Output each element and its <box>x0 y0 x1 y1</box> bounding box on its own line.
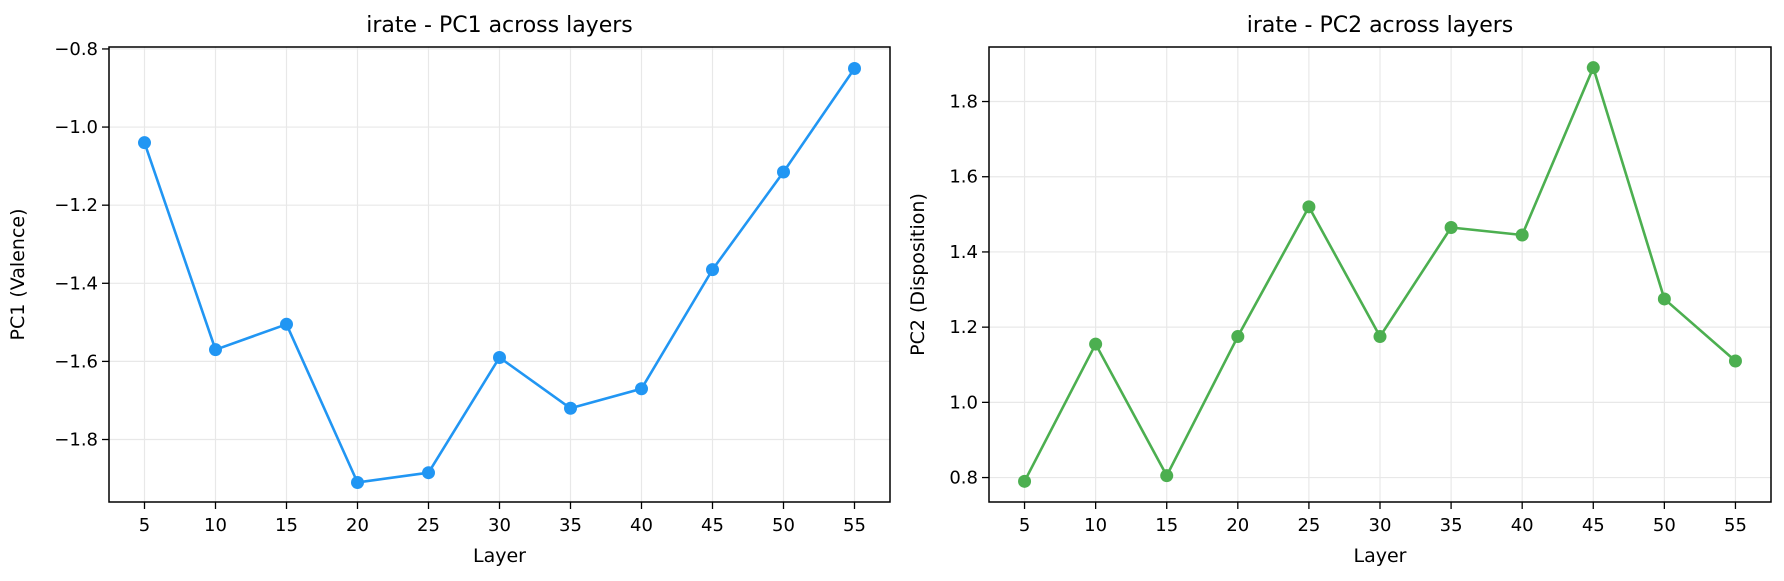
x-axis-label: Layer <box>473 545 526 567</box>
data-point <box>493 350 506 364</box>
data-point <box>280 317 293 331</box>
chart-title: irate - PC1 across layers <box>366 13 633 38</box>
x-tick-label: 15 <box>275 515 298 536</box>
data-point <box>1231 330 1245 344</box>
data-point <box>635 382 648 396</box>
data-point <box>1018 474 1032 488</box>
data-point <box>1373 330 1387 344</box>
y-tick-label: −1.0 <box>54 117 98 138</box>
y-tick-label: 0.8 <box>949 468 978 489</box>
y-tick-label: 1.0 <box>949 392 978 413</box>
data-point <box>209 343 222 357</box>
x-tick-label: 40 <box>1511 515 1534 536</box>
x-tick-label: 5 <box>139 515 150 536</box>
x-tick-label: 15 <box>1155 515 1178 536</box>
x-tick-label: 40 <box>630 515 653 536</box>
data-point <box>1515 228 1529 242</box>
x-tick-label: 10 <box>204 515 227 536</box>
x-tick-label: 30 <box>1369 515 1392 536</box>
data-point <box>1089 337 1103 351</box>
data-point <box>777 165 790 179</box>
data-point <box>706 263 719 277</box>
pc1-chart: 5 10 15 20 25 30 35 40 45 50 55 −1.8 −1.6 −1.4 −1.2 −1.… <box>7 13 891 567</box>
x-tick-label: 45 <box>1582 515 1605 536</box>
x-tick-label: 55 <box>1724 515 1747 536</box>
y-tick-label: 1.6 <box>949 167 978 188</box>
y-tick-label: −1.2 <box>54 195 98 216</box>
chart-title: irate - PC2 across layers <box>1247 13 1514 38</box>
data-point <box>1657 292 1671 306</box>
x-tick-label: 20 <box>346 515 369 536</box>
x-tick-label: 30 <box>488 515 511 536</box>
y-tick-label: −1.8 <box>54 430 98 451</box>
data-point <box>564 401 577 415</box>
data-point <box>1586 61 1600 75</box>
x-tick-label: 25 <box>1297 515 1320 536</box>
y-tick-label: −1.6 <box>54 351 98 372</box>
data-point <box>351 475 364 489</box>
x-tick-label: 50 <box>772 515 795 536</box>
x-tick-label: 25 <box>417 515 440 536</box>
data-point <box>422 466 435 480</box>
y-tick-label: 1.4 <box>949 242 978 263</box>
x-tick-label: 35 <box>559 515 582 536</box>
y-tick-label: 1.8 <box>949 92 978 113</box>
data-point <box>1160 469 1174 483</box>
data-point <box>1728 354 1742 368</box>
x-tick-label: 45 <box>701 515 724 536</box>
x-tick-label: 10 <box>1084 515 1107 536</box>
x-tick-label: 5 <box>1019 515 1030 536</box>
data-point <box>1444 220 1458 234</box>
y-axis-label: PC1 (Valence) <box>7 209 29 341</box>
y-tick-label: −1.4 <box>54 273 98 294</box>
x-axis-label: Layer <box>1354 545 1407 567</box>
y-tick-label: −0.8 <box>54 39 98 60</box>
y-axis-label: PC2 (Disposition) <box>907 193 929 356</box>
x-tick-label: 50 <box>1653 515 1676 536</box>
x-tick-label: 55 <box>843 515 866 536</box>
y-tick-label: 1.2 <box>949 317 978 338</box>
x-tick-label: 35 <box>1440 515 1463 536</box>
data-point <box>848 61 861 75</box>
data-point <box>138 136 151 150</box>
pc2-chart: 5 10 15 20 25 30 35 40 45 50 55 0.8 1.0 1.2 1.4 1.6 1.8 i… <box>907 13 1772 567</box>
x-tick-label: 20 <box>1226 515 1249 536</box>
data-point <box>1302 200 1316 214</box>
